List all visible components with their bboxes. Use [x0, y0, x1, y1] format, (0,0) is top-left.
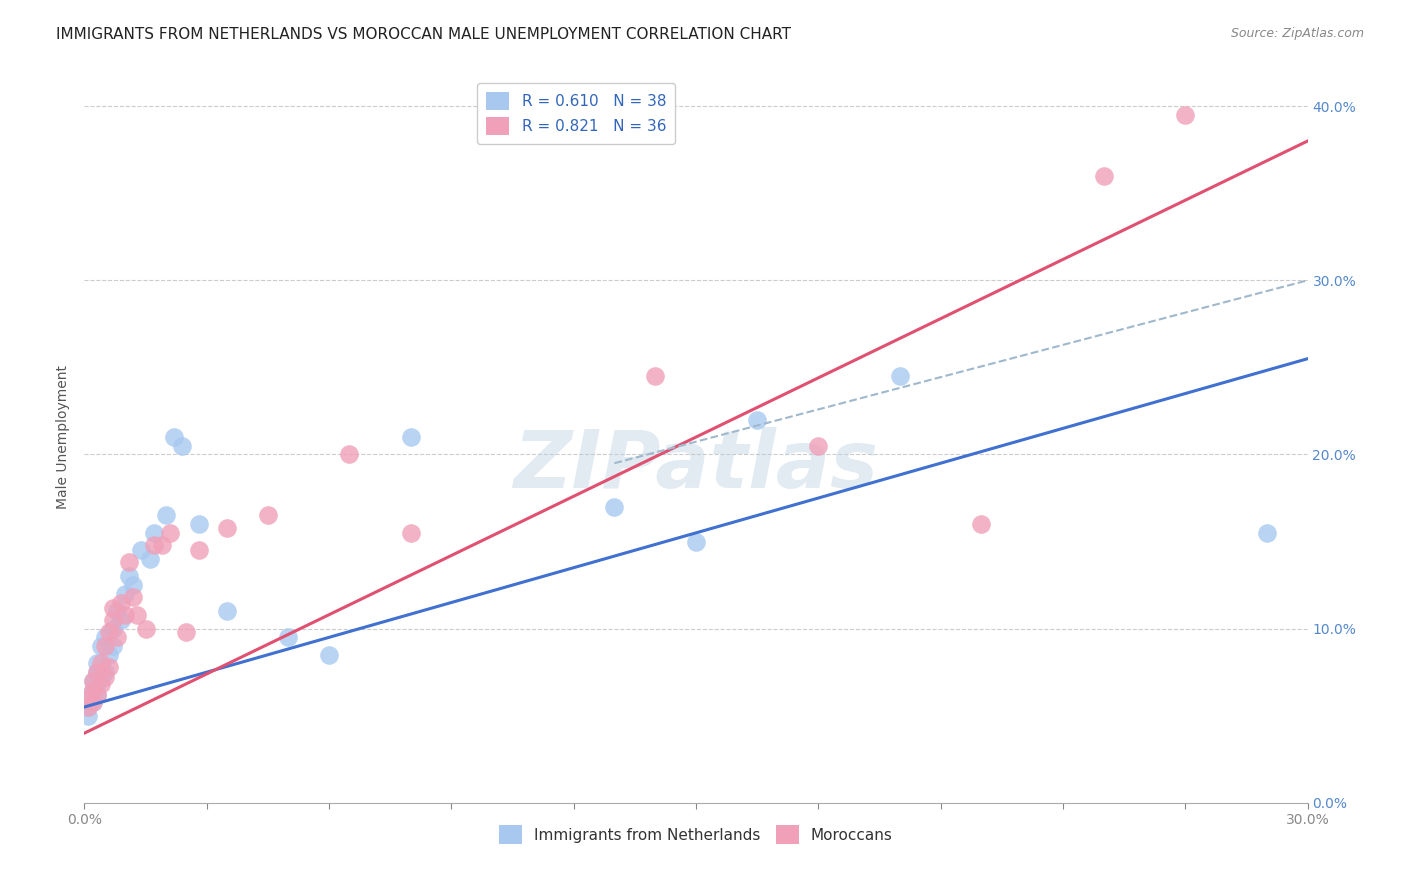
Point	[159, 525, 181, 540]
Point	[603, 500, 626, 514]
Point	[93, 639, 115, 653]
Point	[644, 369, 666, 384]
Point	[110, 613, 132, 627]
Point	[118, 569, 141, 583]
Point	[77, 691, 100, 706]
Point	[114, 607, 136, 622]
Point	[101, 600, 124, 615]
Point	[127, 607, 149, 622]
Point	[155, 508, 177, 523]
Text: IMMIGRANTS FROM NETHERLANDS VS MOROCCAN MALE UNEMPLOYMENT CORRELATION CHART: IMMIGRANTS FROM NETHERLANDS VS MOROCCAN …	[56, 27, 792, 42]
Point	[93, 665, 115, 680]
Point	[277, 631, 299, 645]
Point	[399, 430, 422, 444]
Point	[187, 543, 209, 558]
Text: Source: ZipAtlas.com: Source: ZipAtlas.com	[1230, 27, 1364, 40]
Point	[1256, 525, 1278, 540]
Point	[1174, 108, 1197, 122]
Point	[685, 534, 707, 549]
Point	[122, 578, 145, 592]
Point	[217, 521, 239, 535]
Y-axis label: Male Unemployment: Male Unemployment	[56, 365, 70, 509]
Text: ZIPatlas: ZIPatlas	[513, 427, 879, 506]
Point	[82, 695, 104, 709]
Point	[131, 543, 153, 558]
Point	[86, 677, 108, 691]
Point	[142, 525, 165, 540]
Point	[97, 625, 120, 640]
Point	[138, 552, 160, 566]
Point	[150, 538, 173, 552]
Point	[122, 591, 145, 605]
Point	[318, 648, 340, 662]
Point	[174, 625, 197, 640]
Point	[172, 439, 194, 453]
Point	[135, 622, 157, 636]
Point	[101, 613, 124, 627]
Point	[77, 708, 100, 723]
Point	[217, 604, 239, 618]
Point	[101, 639, 124, 653]
Point	[114, 587, 136, 601]
Point	[339, 448, 361, 462]
Point	[93, 631, 115, 645]
Point	[82, 695, 104, 709]
Point	[86, 665, 108, 680]
Point	[142, 538, 165, 552]
Point	[257, 508, 280, 523]
Point	[82, 673, 104, 688]
Point	[970, 517, 993, 532]
Point	[118, 556, 141, 570]
Legend: Immigrants from Netherlands, Moroccans: Immigrants from Netherlands, Moroccans	[494, 819, 898, 850]
Point	[105, 631, 128, 645]
Point	[101, 622, 124, 636]
Point	[90, 670, 112, 684]
Point	[97, 648, 120, 662]
Point	[86, 657, 108, 671]
Point	[82, 682, 104, 697]
Point	[77, 700, 100, 714]
Point	[399, 525, 422, 540]
Point	[187, 517, 209, 532]
Point	[77, 700, 100, 714]
Point	[90, 657, 112, 671]
Point	[93, 670, 115, 684]
Point	[90, 677, 112, 691]
Point	[82, 682, 104, 697]
Point	[807, 439, 830, 453]
Point	[97, 660, 120, 674]
Point	[90, 639, 112, 653]
Point	[86, 688, 108, 702]
Point	[1092, 169, 1115, 183]
Point	[77, 691, 100, 706]
Point	[110, 595, 132, 609]
Point	[747, 412, 769, 426]
Point	[86, 665, 108, 680]
Point	[82, 673, 104, 688]
Point	[105, 604, 128, 618]
Point	[163, 430, 186, 444]
Point	[86, 688, 108, 702]
Point	[889, 369, 911, 384]
